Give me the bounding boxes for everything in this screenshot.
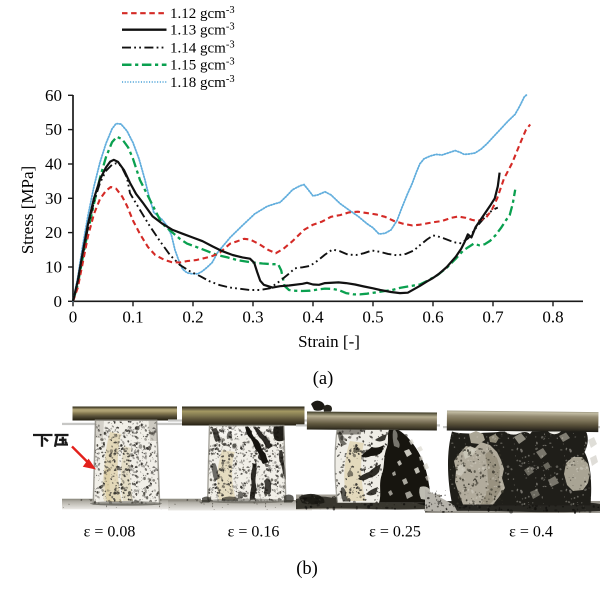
svg-text:ε = 0.08: ε = 0.08 xyxy=(84,524,136,541)
svg-text:(a): (a) xyxy=(313,369,334,389)
svg-text:ε = 0.25: ε = 0.25 xyxy=(369,524,421,541)
svg-text:1.14 gcm-3: 1.14 gcm-3 xyxy=(170,40,235,57)
svg-text:Strain [-]: Strain [-] xyxy=(298,332,360,351)
svg-text:50: 50 xyxy=(45,120,62,139)
svg-text:20: 20 xyxy=(45,223,62,242)
svg-text:0: 0 xyxy=(69,307,78,326)
svg-text:0.5: 0.5 xyxy=(362,307,383,326)
svg-text:0.8: 0.8 xyxy=(542,307,563,326)
svg-text:0.1: 0.1 xyxy=(122,307,143,326)
svg-text:1.12 gcm-3: 1.12 gcm-3 xyxy=(170,5,235,22)
svg-text:ε = 0.16: ε = 0.16 xyxy=(228,524,280,541)
svg-text:0.3: 0.3 xyxy=(242,307,263,326)
svg-text:0.6: 0.6 xyxy=(422,307,443,326)
svg-text:40: 40 xyxy=(45,155,62,174)
svg-text:0.2: 0.2 xyxy=(182,307,203,326)
svg-text:(b): (b) xyxy=(296,559,318,579)
svg-text:0: 0 xyxy=(54,292,63,311)
svg-text:1.18 gcm-3: 1.18 gcm-3 xyxy=(170,74,235,91)
svg-text:30: 30 xyxy=(45,189,62,208)
svg-text:0.7: 0.7 xyxy=(482,307,504,326)
svg-text:Stress [MPa]: Stress [MPa] xyxy=(18,166,37,254)
svg-text:0.4: 0.4 xyxy=(302,307,324,326)
svg-text:60: 60 xyxy=(45,86,62,105)
svg-text:1.15 gcm-3: 1.15 gcm-3 xyxy=(170,57,235,74)
svg-text:ε = 0.4: ε = 0.4 xyxy=(509,524,553,541)
svg-text:10: 10 xyxy=(45,258,62,277)
svg-text:1.13 gcm-3: 1.13 gcm-3 xyxy=(170,22,235,39)
